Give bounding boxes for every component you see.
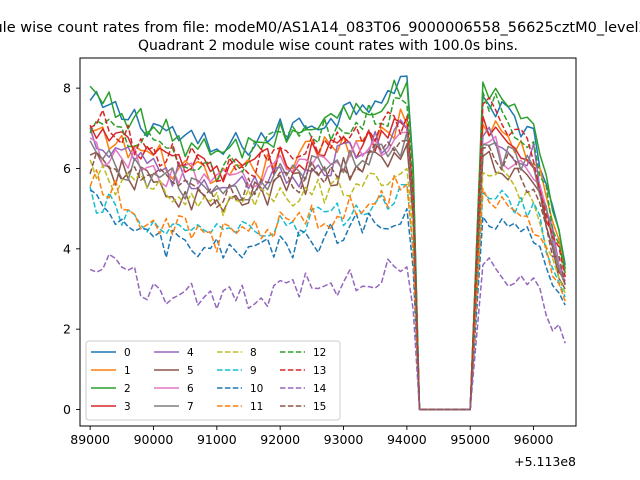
series-line-4 <box>89 119 566 411</box>
x-tick-label-1: 90000 <box>134 432 174 447</box>
y-tick-label-4: 8 <box>63 81 71 96</box>
series-line-9 <box>89 183 566 411</box>
series-line-0 <box>89 75 566 411</box>
series-line-6 <box>89 131 566 411</box>
legend-label-13: 13 <box>313 365 326 377</box>
series-line-7 <box>89 131 566 411</box>
legend-box <box>85 340 341 421</box>
series-layer <box>89 75 566 411</box>
legend-label-6: 6 <box>187 383 194 395</box>
series-line-2 <box>89 79 566 411</box>
x-tick-label-0: 89000 <box>70 432 110 447</box>
legend-label-14: 14 <box>313 383 327 395</box>
x-tick-label-6: 95000 <box>450 432 490 447</box>
legend-label-2: 2 <box>124 383 131 395</box>
legend-label-4: 4 <box>187 347 194 359</box>
legend-label-15: 15 <box>313 401 326 413</box>
y-axis: 0 2 4 6 8 <box>63 81 80 417</box>
series-line-12 <box>89 91 566 411</box>
chart-title: Quadrant 2 module wise count rates with … <box>138 38 518 54</box>
series-line-13 <box>89 96 566 411</box>
legend-label-10: 10 <box>250 383 263 395</box>
x-tick-label-7: 96000 <box>514 432 554 447</box>
plot-frame <box>79 57 577 427</box>
legend-label-5: 5 <box>187 365 194 377</box>
legend-label-8: 8 <box>250 347 257 359</box>
x-axis: 89000 90000 91000 92000 93000 94000 95000 96000 <box>70 426 553 447</box>
chart-suptitle: Quadrant 2 module wise count rates from … <box>0 20 640 36</box>
x-tick-label-3: 92000 <box>260 432 300 447</box>
series-line-14 <box>89 253 566 411</box>
series-line-8 <box>89 159 566 411</box>
legend-label-9: 9 <box>250 365 257 377</box>
series-line-10 <box>89 188 566 411</box>
y-tick-label-2: 4 <box>63 241 71 256</box>
series-line-11 <box>89 169 566 411</box>
legend-label-12: 12 <box>313 347 326 359</box>
x-tick-label-2: 91000 <box>197 432 237 447</box>
series-line-15 <box>89 139 566 411</box>
y-tick-label-3: 6 <box>63 161 71 176</box>
legend-label-0: 0 <box>124 347 131 359</box>
legend-label-1: 1 <box>124 365 131 377</box>
legend-label-3: 3 <box>124 401 131 413</box>
legend-label-7: 7 <box>187 401 194 413</box>
x-tick-label-4: 93000 <box>324 432 364 447</box>
x-tick-label-5: 94000 <box>387 432 427 447</box>
y-tick-label-1: 2 <box>63 322 71 337</box>
x-offset-label: +5.113e8 <box>514 454 576 469</box>
legend-label-11: 11 <box>250 401 263 413</box>
y-tick-label-0: 0 <box>63 402 71 417</box>
